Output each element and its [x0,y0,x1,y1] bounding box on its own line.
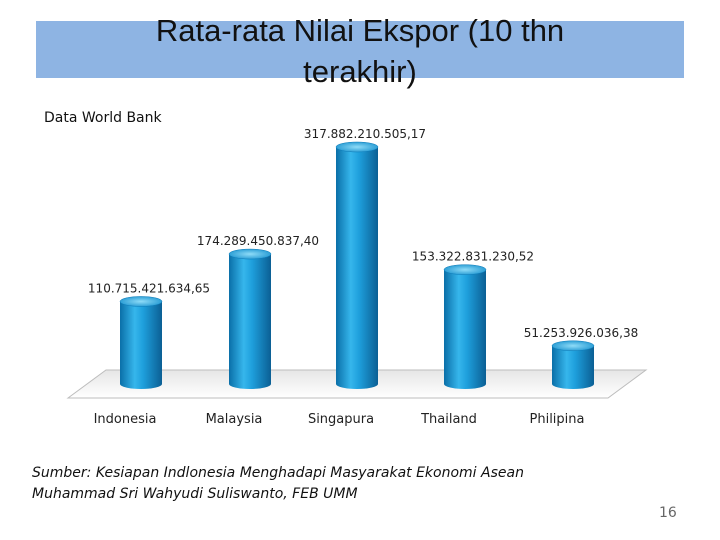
bar-top [443,264,487,275]
bar-philipina [551,340,595,389]
source-note: Sumber: Kesiapan Indlonesia Menghadapi M… [32,463,524,505]
category-label: Malaysia [206,412,263,427]
category-label: Indonesia [94,412,157,427]
category-label: Thailand [420,412,477,427]
bar-singapura [335,141,379,389]
source-line-2: Muhammad Sri Wahyudi Suliswanto, FEB UMM [32,486,358,502]
page-number: 16 [659,505,677,521]
data-label: 174.289.450.837,40 [197,234,319,248]
data-label: 317.882.210.505,17 [304,127,426,141]
bar-top [119,296,163,307]
slide-title: Rata-rata Nilai Ekspor (10 thn terakhir) [60,10,660,92]
category-label: Singapura [308,412,374,427]
bar-body [552,345,594,389]
title-band [36,21,684,78]
bar-body [444,269,486,389]
title-line-1: Rata-rata Nilai Ekspor (10 thn [155,13,565,48]
category-label: Philipina [530,412,585,427]
source-line-1: Sumber: Kesiapan Indlonesia Menghadapi M… [32,465,524,481]
bar-body [120,301,162,389]
bar-malaysia [228,248,272,389]
bar-indonesia [119,296,163,389]
bar-top [228,248,272,260]
chart-subtitle: Data World Bank [44,110,162,126]
bar-top [551,340,595,352]
data-label: 110.715.421.634,65 [88,281,210,295]
data-label: 153.322.831.230,52 [412,250,534,264]
bar-top [335,141,379,153]
bar-thailand [443,264,487,389]
bar-body [229,254,271,389]
bar-body [336,147,378,389]
title-line-2: terakhir) [303,54,417,89]
data-label: 51.253.926.036,38 [524,326,639,340]
